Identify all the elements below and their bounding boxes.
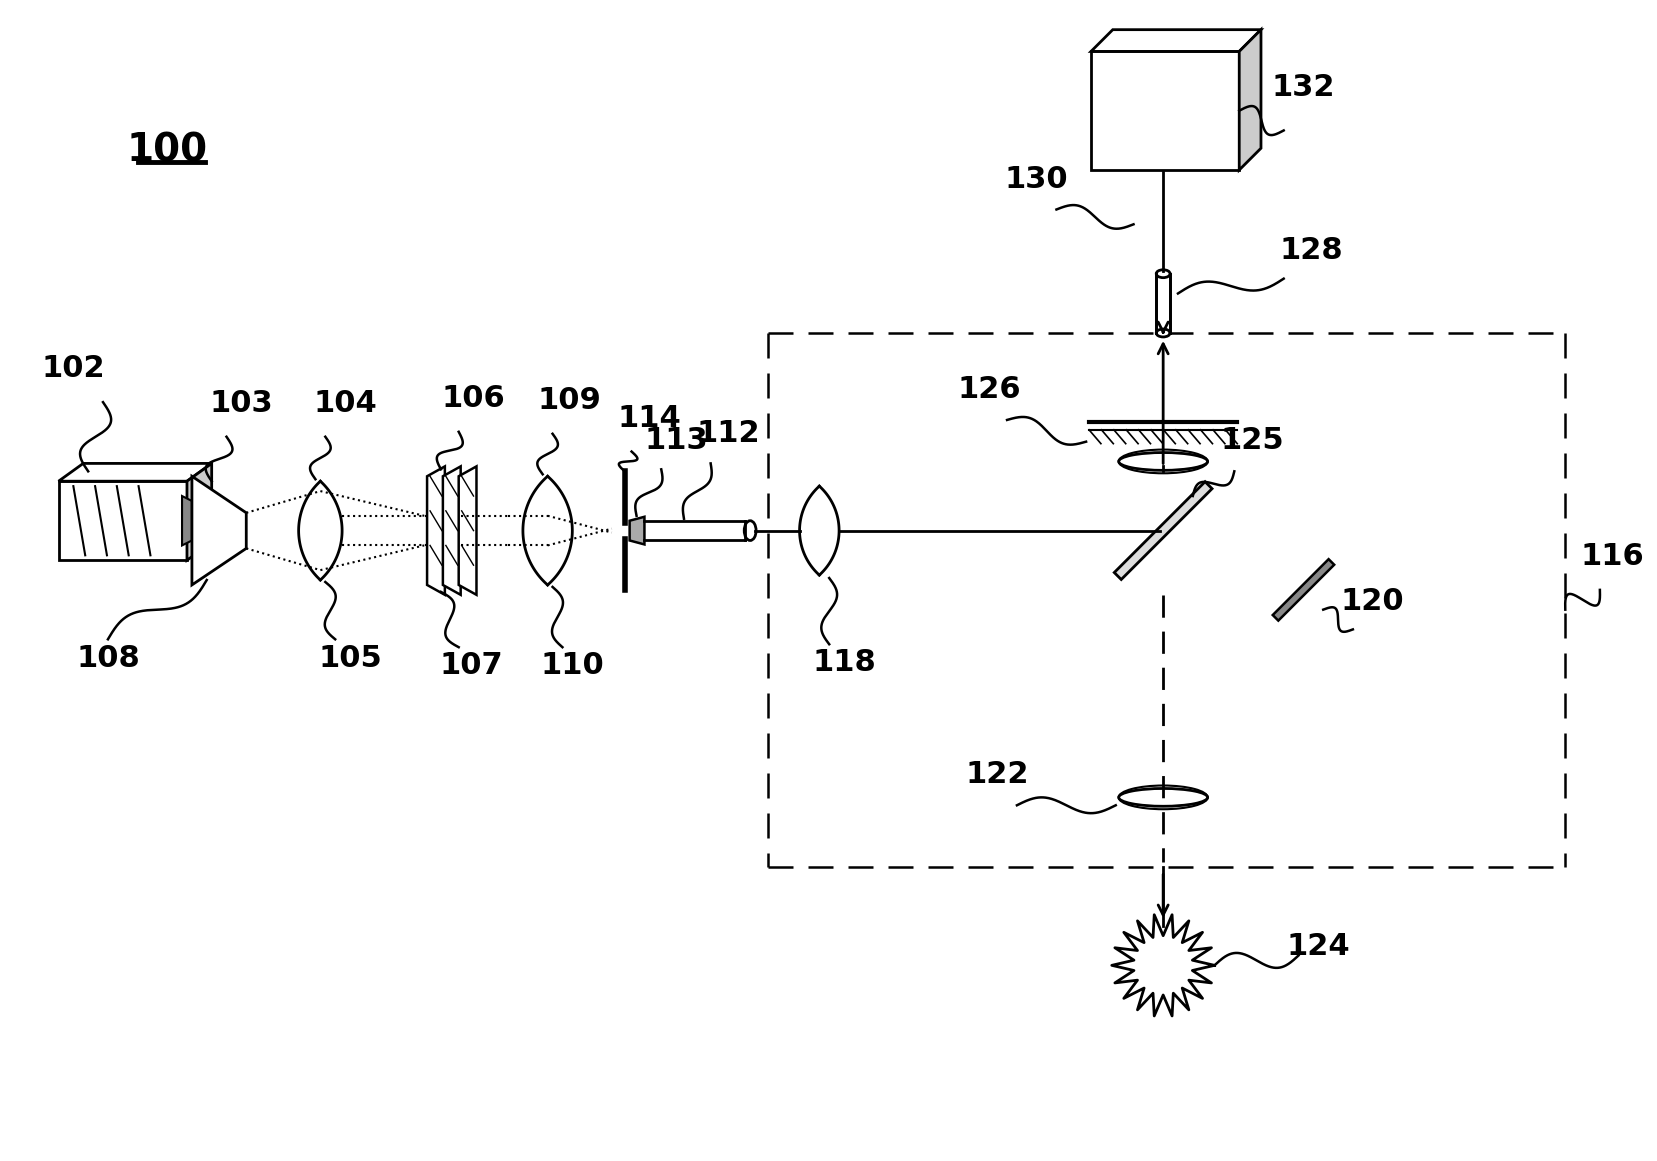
Polygon shape (58, 463, 212, 481)
Text: 110: 110 (540, 651, 605, 680)
Polygon shape (58, 481, 187, 561)
Ellipse shape (1157, 329, 1170, 337)
Polygon shape (192, 476, 247, 585)
Text: 103: 103 (209, 389, 273, 418)
Polygon shape (1090, 51, 1239, 170)
Polygon shape (459, 467, 477, 594)
Polygon shape (1112, 915, 1215, 1016)
Text: 106: 106 (442, 384, 505, 413)
Polygon shape (1090, 30, 1261, 51)
Polygon shape (182, 496, 192, 546)
Text: 118: 118 (812, 648, 877, 677)
Polygon shape (1273, 560, 1334, 621)
Text: 108: 108 (76, 644, 139, 673)
Text: 132: 132 (1271, 73, 1336, 102)
Text: 116: 116 (1581, 542, 1645, 571)
Polygon shape (1114, 482, 1211, 579)
Text: 107: 107 (439, 651, 504, 680)
Ellipse shape (1118, 788, 1208, 806)
Text: 114: 114 (618, 404, 681, 433)
Text: 113: 113 (645, 426, 708, 455)
Ellipse shape (744, 521, 756, 541)
Text: 102: 102 (41, 354, 104, 383)
Text: 112: 112 (696, 419, 761, 448)
Text: 122: 122 (966, 759, 1029, 788)
Text: 104: 104 (313, 389, 376, 418)
Text: 120: 120 (1341, 586, 1405, 615)
Polygon shape (187, 463, 212, 561)
Text: 105: 105 (318, 644, 381, 673)
Ellipse shape (1157, 269, 1170, 277)
Polygon shape (1239, 30, 1261, 170)
Polygon shape (428, 467, 444, 594)
Text: 128: 128 (1279, 236, 1344, 265)
Text: 126: 126 (958, 375, 1021, 404)
Ellipse shape (1118, 453, 1208, 470)
Text: 109: 109 (537, 387, 601, 416)
Text: 100: 100 (126, 131, 207, 170)
Polygon shape (442, 467, 461, 594)
Polygon shape (630, 517, 645, 545)
Text: 130: 130 (1004, 165, 1069, 194)
Text: 125: 125 (1220, 426, 1284, 455)
Text: 124: 124 (1286, 932, 1350, 961)
